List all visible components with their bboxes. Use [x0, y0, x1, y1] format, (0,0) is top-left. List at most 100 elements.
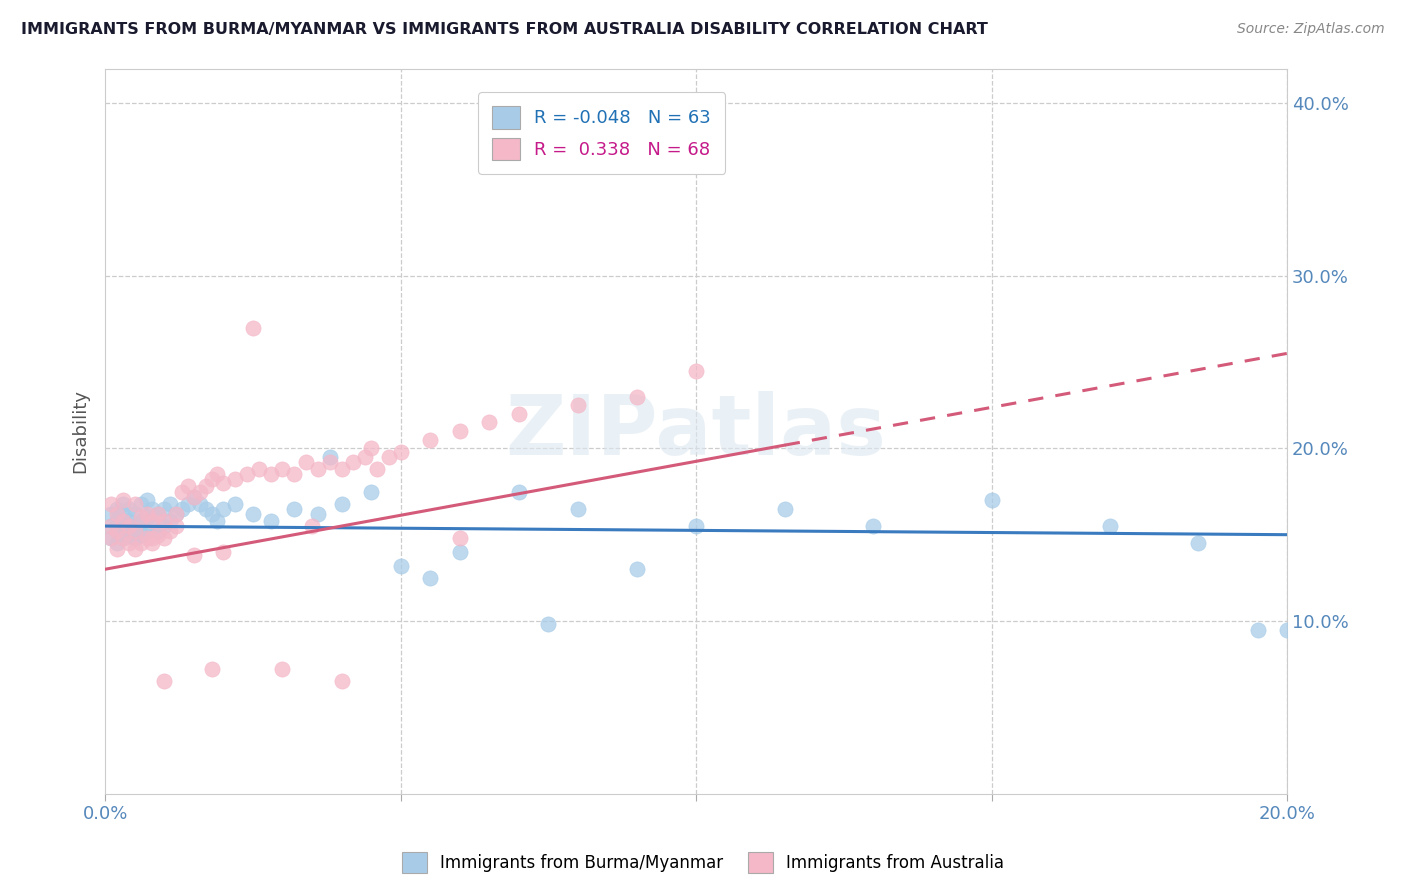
Point	[148, 507, 170, 521]
Point	[242, 507, 264, 521]
Point	[170, 501, 193, 516]
Point	[111, 497, 134, 511]
Point	[212, 545, 235, 559]
Point	[153, 519, 176, 533]
Point	[153, 514, 176, 528]
Point	[135, 507, 157, 521]
Point	[224, 472, 246, 486]
Point	[389, 445, 412, 459]
Point	[449, 545, 471, 559]
Point	[194, 501, 217, 516]
Point	[685, 519, 707, 533]
Point	[153, 531, 176, 545]
Point	[111, 493, 134, 508]
Point	[1246, 623, 1268, 637]
Point	[118, 514, 141, 528]
Point	[307, 507, 329, 521]
Point	[129, 514, 152, 528]
Point	[118, 519, 141, 533]
Point	[141, 531, 163, 545]
Point	[135, 524, 157, 539]
Point	[330, 674, 353, 689]
Point	[148, 527, 170, 541]
Point	[366, 462, 388, 476]
Point	[124, 507, 146, 521]
Point	[177, 497, 200, 511]
Point	[165, 519, 187, 533]
Point	[159, 497, 181, 511]
Point	[129, 510, 152, 524]
Point	[129, 536, 152, 550]
Point	[111, 531, 134, 545]
Point	[177, 479, 200, 493]
Point	[200, 507, 222, 521]
Point	[105, 524, 128, 539]
Point	[183, 490, 205, 504]
Point	[105, 507, 128, 521]
Point	[378, 450, 401, 464]
Point	[508, 407, 530, 421]
Point	[419, 571, 441, 585]
Legend: R = -0.048   N = 63, R =  0.338   N = 68: R = -0.048 N = 63, R = 0.338 N = 68	[478, 92, 725, 174]
Point	[419, 433, 441, 447]
Point	[141, 519, 163, 533]
Point	[478, 416, 501, 430]
Text: Source: ZipAtlas.com: Source: ZipAtlas.com	[1237, 22, 1385, 37]
Point	[685, 364, 707, 378]
Point	[283, 467, 305, 482]
Point	[105, 536, 128, 550]
Point	[165, 507, 187, 521]
Point	[165, 507, 187, 521]
Point	[307, 462, 329, 476]
Point	[212, 501, 235, 516]
Point	[626, 562, 648, 576]
Point	[389, 558, 412, 573]
Point	[141, 501, 163, 516]
Point	[111, 531, 134, 545]
Point	[980, 493, 1002, 508]
Point	[105, 541, 128, 556]
Point	[200, 662, 222, 676]
Point	[247, 462, 270, 476]
Point	[124, 497, 146, 511]
Text: ZIPatlas: ZIPatlas	[506, 391, 887, 472]
Point	[354, 450, 377, 464]
Point	[1275, 623, 1298, 637]
Point	[330, 462, 353, 476]
Point	[236, 467, 259, 482]
Point	[129, 497, 152, 511]
Point	[111, 514, 134, 528]
Point	[330, 497, 353, 511]
Point	[100, 519, 122, 533]
Point	[271, 662, 294, 676]
Point	[773, 501, 796, 516]
Point	[862, 519, 884, 533]
Point	[200, 472, 222, 486]
Point	[153, 674, 176, 689]
Point	[207, 514, 229, 528]
Point	[100, 531, 122, 545]
Point	[449, 531, 471, 545]
Point	[118, 536, 141, 550]
Point	[188, 497, 211, 511]
Point	[100, 497, 122, 511]
Point	[159, 524, 181, 539]
Point	[271, 462, 294, 476]
Point	[319, 450, 342, 464]
Point	[301, 519, 323, 533]
Point	[100, 507, 122, 521]
Point	[224, 497, 246, 511]
Point	[135, 531, 157, 545]
Point	[260, 467, 283, 482]
Point	[567, 398, 589, 412]
Point	[105, 524, 128, 539]
Legend: Immigrants from Burma/Myanmar, Immigrants from Australia: Immigrants from Burma/Myanmar, Immigrant…	[395, 846, 1011, 880]
Point	[242, 320, 264, 334]
Point	[141, 536, 163, 550]
Point	[449, 424, 471, 438]
Point	[212, 475, 235, 490]
Point	[100, 519, 122, 533]
Point	[626, 390, 648, 404]
Point	[537, 617, 560, 632]
Point	[360, 442, 382, 456]
